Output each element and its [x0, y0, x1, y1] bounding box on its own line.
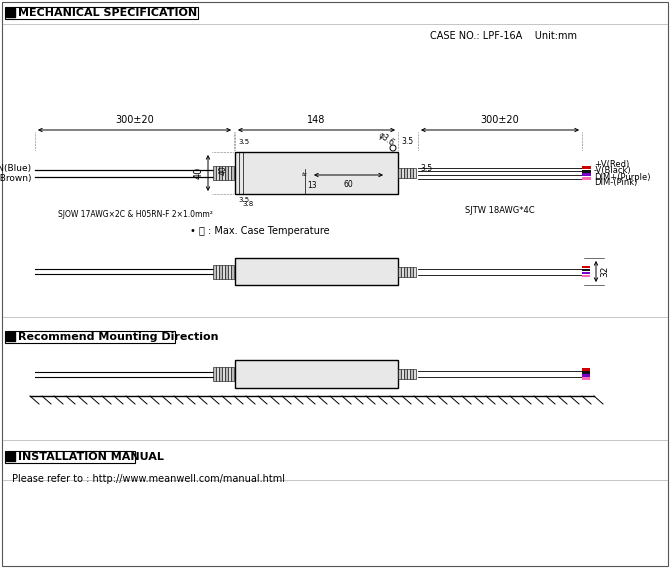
Bar: [222, 265, 225, 278]
Text: Recommend Mounting Direction: Recommend Mounting Direction: [18, 332, 218, 341]
Bar: [404, 266, 407, 277]
Bar: [5, 331, 175, 343]
Text: 40: 40: [218, 165, 228, 175]
Text: SJOW 17AWG×2C & H05RN-F 2×1.0mm²: SJOW 17AWG×2C & H05RN-F 2×1.0mm²: [58, 210, 212, 219]
Bar: [228, 166, 231, 180]
Text: 3.5: 3.5: [420, 164, 432, 173]
Bar: [219, 166, 222, 180]
Text: 3.5: 3.5: [401, 137, 413, 146]
Bar: [231, 265, 234, 278]
Text: CASE NO.: LPF-16A    Unit:mm: CASE NO.: LPF-16A Unit:mm: [430, 31, 577, 41]
Bar: [410, 369, 413, 379]
Bar: [410, 168, 413, 178]
Bar: [216, 367, 219, 381]
Text: 32: 32: [600, 266, 609, 277]
Bar: [582, 368, 590, 371]
Bar: [401, 168, 404, 178]
Bar: [216, 265, 219, 278]
Text: 3.5: 3.5: [238, 197, 249, 203]
Bar: [407, 168, 410, 178]
Bar: [228, 265, 231, 278]
Bar: [225, 166, 228, 180]
Bar: [219, 265, 222, 278]
Bar: [410, 266, 413, 277]
Bar: [231, 367, 234, 381]
Text: tc: tc: [302, 173, 308, 177]
Bar: [213, 265, 216, 278]
Bar: [5, 451, 135, 463]
Bar: [582, 371, 590, 374]
Bar: [225, 367, 228, 381]
Bar: [413, 168, 416, 178]
Bar: [582, 170, 591, 173]
Bar: [398, 168, 401, 178]
Bar: [222, 367, 225, 381]
Bar: [398, 369, 401, 379]
Text: 60: 60: [344, 180, 353, 189]
Bar: [582, 266, 590, 268]
Bar: [235, 360, 398, 388]
Text: 300±20: 300±20: [115, 115, 154, 125]
Bar: [235, 258, 398, 285]
Text: INSTALLATION MANUAL: INSTALLATION MANUAL: [18, 452, 164, 461]
Bar: [401, 369, 404, 379]
Bar: [582, 374, 590, 377]
Bar: [6, 8, 15, 17]
Bar: [582, 272, 590, 274]
Text: 3.8: 3.8: [242, 201, 253, 207]
Text: AC/L(Brown): AC/L(Brown): [0, 173, 32, 182]
Bar: [6, 332, 15, 341]
Bar: [407, 369, 410, 379]
Bar: [6, 452, 15, 461]
Text: 300±20: 300±20: [480, 115, 519, 125]
Bar: [404, 168, 407, 178]
Bar: [216, 166, 219, 180]
Text: 148: 148: [308, 115, 326, 125]
Bar: [582, 173, 591, 176]
Text: MECHANICAL SPECIFICATION: MECHANICAL SPECIFICATION: [18, 7, 197, 18]
Bar: [5, 7, 198, 19]
Bar: [225, 265, 228, 278]
Text: +V(Red): +V(Red): [594, 161, 629, 169]
Text: 40: 40: [194, 167, 204, 179]
Bar: [413, 266, 416, 277]
Bar: [228, 367, 231, 381]
Bar: [582, 377, 590, 379]
Bar: [398, 266, 401, 277]
Bar: [235, 152, 398, 194]
Bar: [582, 177, 591, 180]
Text: 3.5: 3.5: [238, 139, 249, 145]
Bar: [582, 269, 590, 271]
Text: AC/N(Blue): AC/N(Blue): [0, 164, 32, 173]
Bar: [401, 266, 404, 277]
Bar: [582, 275, 590, 277]
Bar: [222, 166, 225, 180]
Bar: [407, 266, 410, 277]
Text: -V(Black): -V(Black): [594, 166, 632, 176]
Bar: [219, 367, 222, 381]
Bar: [231, 166, 234, 180]
Bar: [213, 166, 216, 180]
Text: φ3.6: φ3.6: [377, 131, 396, 148]
Bar: [413, 369, 416, 379]
Text: DIM+(Purple): DIM+(Purple): [594, 173, 651, 182]
Text: Please refer to : http://www.meanwell.com/manual.html: Please refer to : http://www.meanwell.co…: [12, 474, 285, 484]
Text: • Ⓣ : Max. Case Temperature: • Ⓣ : Max. Case Temperature: [190, 226, 330, 236]
Bar: [404, 369, 407, 379]
Bar: [582, 166, 591, 169]
Text: 13: 13: [307, 181, 317, 190]
Text: DIM-(Pink): DIM-(Pink): [594, 178, 637, 187]
Bar: [213, 367, 216, 381]
Text: SJTW 18AWG*4C: SJTW 18AWG*4C: [465, 206, 535, 215]
